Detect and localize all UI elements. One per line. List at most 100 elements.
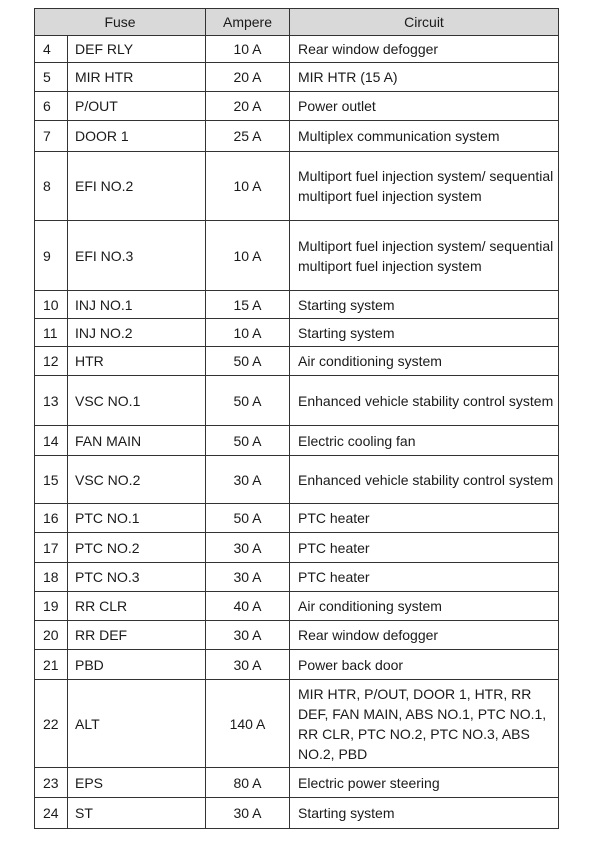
table-row: 13 VSC NO.1 50 A Enhanced vehicle stability… <box>34 375 559 426</box>
header-circuit: Circuit <box>289 8 559 36</box>
fuse-circuit: Multiport fuel injection system/ sequent… <box>289 151 559 221</box>
fuse-circuit: Rear window defogger <box>289 35 559 63</box>
fuse-number: 15 <box>34 455 68 504</box>
fuse-number: 11 <box>34 318 68 347</box>
table-row: 14 FAN MAIN 50 A Electric cooling fan <box>34 425 559 456</box>
fuse-ampere: 20 A <box>205 62 290 92</box>
fuse-circuit: PTC heater <box>289 562 559 592</box>
fuse-number: 23 <box>34 767 68 798</box>
fuse-name: P/OUT <box>67 91 206 121</box>
fuse-circuit: Air conditioning system <box>289 591 559 621</box>
fuse-ampere: 80 A <box>205 767 290 798</box>
fuse-number: 5 <box>34 62 68 92</box>
fuse-ampere: 25 A <box>205 120 290 152</box>
fuse-name: PTC NO.2 <box>67 532 206 563</box>
fuse-number: 20 <box>34 620 68 650</box>
fuse-circuit: Rear window defogger <box>289 620 559 650</box>
fuse-circuit: Power outlet <box>289 91 559 121</box>
table-row: 5 MIR HTR 20 A MIR HTR (15 A) <box>34 62 559 92</box>
fuse-name: PTC NO.3 <box>67 562 206 592</box>
fuse-number: 21 <box>34 649 68 680</box>
fuse-circuit: Power back door <box>289 649 559 680</box>
fuse-name: EFI NO.2 <box>67 151 206 221</box>
table-row: 17 PTC NO.2 30 A PTC heater <box>34 532 559 563</box>
fuse-ampere: 20 A <box>205 91 290 121</box>
fuse-name: MIR HTR <box>67 62 206 92</box>
fuse-number: 6 <box>34 91 68 121</box>
fuse-circuit: Enhanced vehicle stability control syste… <box>289 375 559 426</box>
fuse-ampere: 50 A <box>205 375 290 426</box>
fuse-ampere: 140 A <box>205 679 290 768</box>
fuse-number: 22 <box>34 679 68 768</box>
table-row: 16 PTC NO.1 50 A PTC heater <box>34 503 559 533</box>
fuse-number: 18 <box>34 562 68 592</box>
fuse-ampere: 50 A <box>205 503 290 533</box>
table-row: 6 P/OUT 20 A Power outlet <box>34 91 559 121</box>
fuse-name: RR CLR <box>67 591 206 621</box>
fuse-number: 13 <box>34 375 68 426</box>
fuse-circuit: Starting system <box>289 290 559 319</box>
fuse-name: DOOR 1 <box>67 120 206 152</box>
fuse-name: VSC NO.2 <box>67 455 206 504</box>
table-row: 19 RR CLR 40 A Air conditioning system <box>34 591 559 621</box>
table-row: 12 HTR 50 A Air conditioning system <box>34 346 559 376</box>
fuse-number: 17 <box>34 532 68 563</box>
fuse-ampere: 50 A <box>205 425 290 456</box>
fuse-circuit: MIR HTR (15 A) <box>289 62 559 92</box>
table-row: 15 VSC NO.2 30 A Enhanced vehicle stability… <box>34 455 559 504</box>
table-row: 9 EFI NO.3 10 A Multiport fuel injection sy… <box>34 220 559 291</box>
table-row: 20 RR DEF 30 A Rear window defogger <box>34 620 559 650</box>
fuse-table: Fuse Ampere Circuit 4 DEF RLY 10 A Rear win… <box>34 8 559 829</box>
fuse-ampere: 10 A <box>205 35 290 63</box>
table-row: 22 ALT 140 A MIR HTR, P/OUT, DOOR 1, HTR, R… <box>34 679 559 768</box>
fuse-name: INJ NO.2 <box>67 318 206 347</box>
fuse-name: DEF RLY <box>67 35 206 63</box>
fuse-ampere: 30 A <box>205 649 290 680</box>
fuse-ampere: 30 A <box>205 797 290 829</box>
fuse-name: EPS <box>67 767 206 798</box>
fuse-circuit: Starting system <box>289 797 559 829</box>
table-row: 8 EFI NO.2 10 A Multiport fuel injection sy… <box>34 151 559 221</box>
fuse-name: PBD <box>67 649 206 680</box>
table-row: 10 INJ NO.1 15 A Starting system <box>34 290 559 319</box>
fuse-name: EFI NO.3 <box>67 220 206 291</box>
fuse-circuit: MIR HTR, P/OUT, DOOR 1, HTR, RR DEF, FAN… <box>289 679 559 768</box>
fuse-number: 12 <box>34 346 68 376</box>
fuse-circuit: Electric power steering <box>289 767 559 798</box>
fuse-ampere: 30 A <box>205 455 290 504</box>
fuse-ampere: 30 A <box>205 562 290 592</box>
fuse-ampere: 10 A <box>205 220 290 291</box>
fuse-circuit: PTC heater <box>289 532 559 563</box>
fuse-ampere: 15 A <box>205 290 290 319</box>
fuse-ampere: 30 A <box>205 532 290 563</box>
fuse-number: 10 <box>34 290 68 319</box>
fuse-circuit: Electric cooling fan <box>289 425 559 456</box>
fuse-circuit: Starting system <box>289 318 559 347</box>
fuse-name: PTC NO.1 <box>67 503 206 533</box>
header-ampere: Ampere <box>205 8 290 36</box>
fuse-ampere: 30 A <box>205 620 290 650</box>
fuse-name: RR DEF <box>67 620 206 650</box>
fuse-circuit: Multiport fuel injection system/ sequent… <box>289 220 559 291</box>
fuse-number: 24 <box>34 797 68 829</box>
header-row: Fuse Ampere Circuit <box>34 8 559 36</box>
header-fuse: Fuse <box>34 8 206 36</box>
fuse-number: 14 <box>34 425 68 456</box>
fuse-name: HTR <box>67 346 206 376</box>
fuse-number: 19 <box>34 591 68 621</box>
fuse-circuit: Enhanced vehicle stability control syste… <box>289 455 559 504</box>
table-row: 4 DEF RLY 10 A Rear window defogger <box>34 35 559 63</box>
fuse-name: ST <box>67 797 206 829</box>
fuse-number: 8 <box>34 151 68 221</box>
fuse-circuit: Air conditioning system <box>289 346 559 376</box>
fuse-name: INJ NO.1 <box>67 290 206 319</box>
fuse-circuit: PTC heater <box>289 503 559 533</box>
table-row: 11 INJ NO.2 10 A Starting system <box>34 318 559 347</box>
fuse-ampere: 10 A <box>205 151 290 221</box>
fuse-number: 7 <box>34 120 68 152</box>
fuse-number: 9 <box>34 220 68 291</box>
table-row: 7 DOOR 1 25 A Multiplex communication syste… <box>34 120 559 152</box>
table-row: 24 ST 30 A Starting system <box>34 797 559 829</box>
fuse-ampere: 50 A <box>205 346 290 376</box>
fuse-circuit: Multiplex communication system <box>289 120 559 152</box>
